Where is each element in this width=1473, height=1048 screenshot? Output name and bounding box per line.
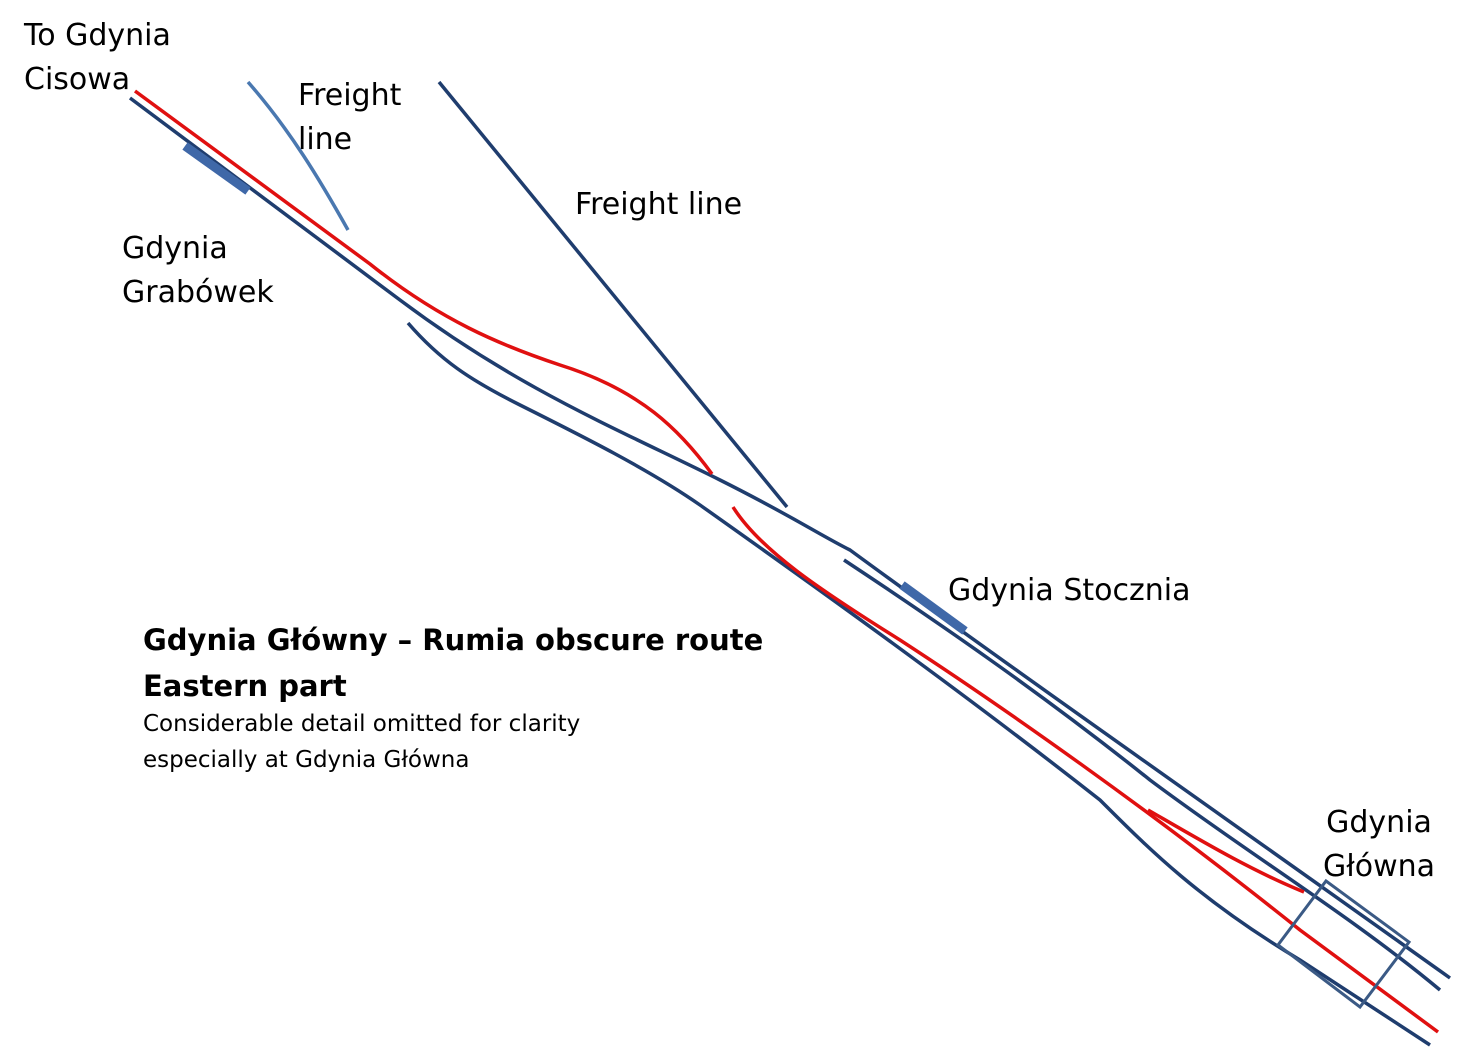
station-box-glowna [1275,878,1412,1010]
label-freight-line-upper-line2: line [298,122,353,157]
platform-grabowek [182,142,251,195]
label-to-gdynia-cisowa-line1: To Gdynia [24,18,171,53]
label-freight-line: Freight line [575,187,743,222]
caption-note-line1: Considerable detail omitted for clarity [143,711,581,737]
label-gdynia-glowna-line2: Główna [1323,849,1436,884]
freight-line-track [437,80,789,509]
label-freight-line-upper-line1: Freight [298,78,402,113]
label-freight-line-upper: Freight line [298,74,401,162]
label-gdynia-grabowek-line1: Gdynia [122,231,228,266]
stocznia-track [843,558,1442,992]
caption-note-line2: especially at Gdynia Główna [143,747,470,773]
label-gdynia-glowna: Gdynia Główna [1323,801,1435,889]
freight-line-upper-track [246,80,350,231]
caption-title-line2: Eastern part [143,669,347,703]
main-track-lower-loop [406,321,1431,1047]
label-gdynia-glowna-line1: Gdynia [1326,805,1432,840]
label-gdynia-stocznia: Gdynia Stocznia [948,573,1191,608]
diagram-caption-title: Gdynia Główny – Rumia obscure route East… [143,617,763,709]
highlight-route-north [133,89,714,476]
label-to-gdynia-cisowa: To Gdynia Cisowa [24,14,171,102]
main-track-upper [128,96,1452,980]
caption-title-line1: Gdynia Główny – Rumia obscure route [143,623,764,657]
label-gdynia-grabowek: Gdynia Grabówek [122,227,274,315]
label-gdynia-grabowek-line2: Grabówek [122,275,274,310]
diagram-caption-note: Considerable detail omitted for clarity … [143,706,580,778]
platform-stocznia [899,581,968,635]
label-to-gdynia-cisowa-line2: Cisowa [24,62,131,97]
highlight-route-south [731,506,1440,1034]
highlight-route-branch [1147,808,1305,894]
